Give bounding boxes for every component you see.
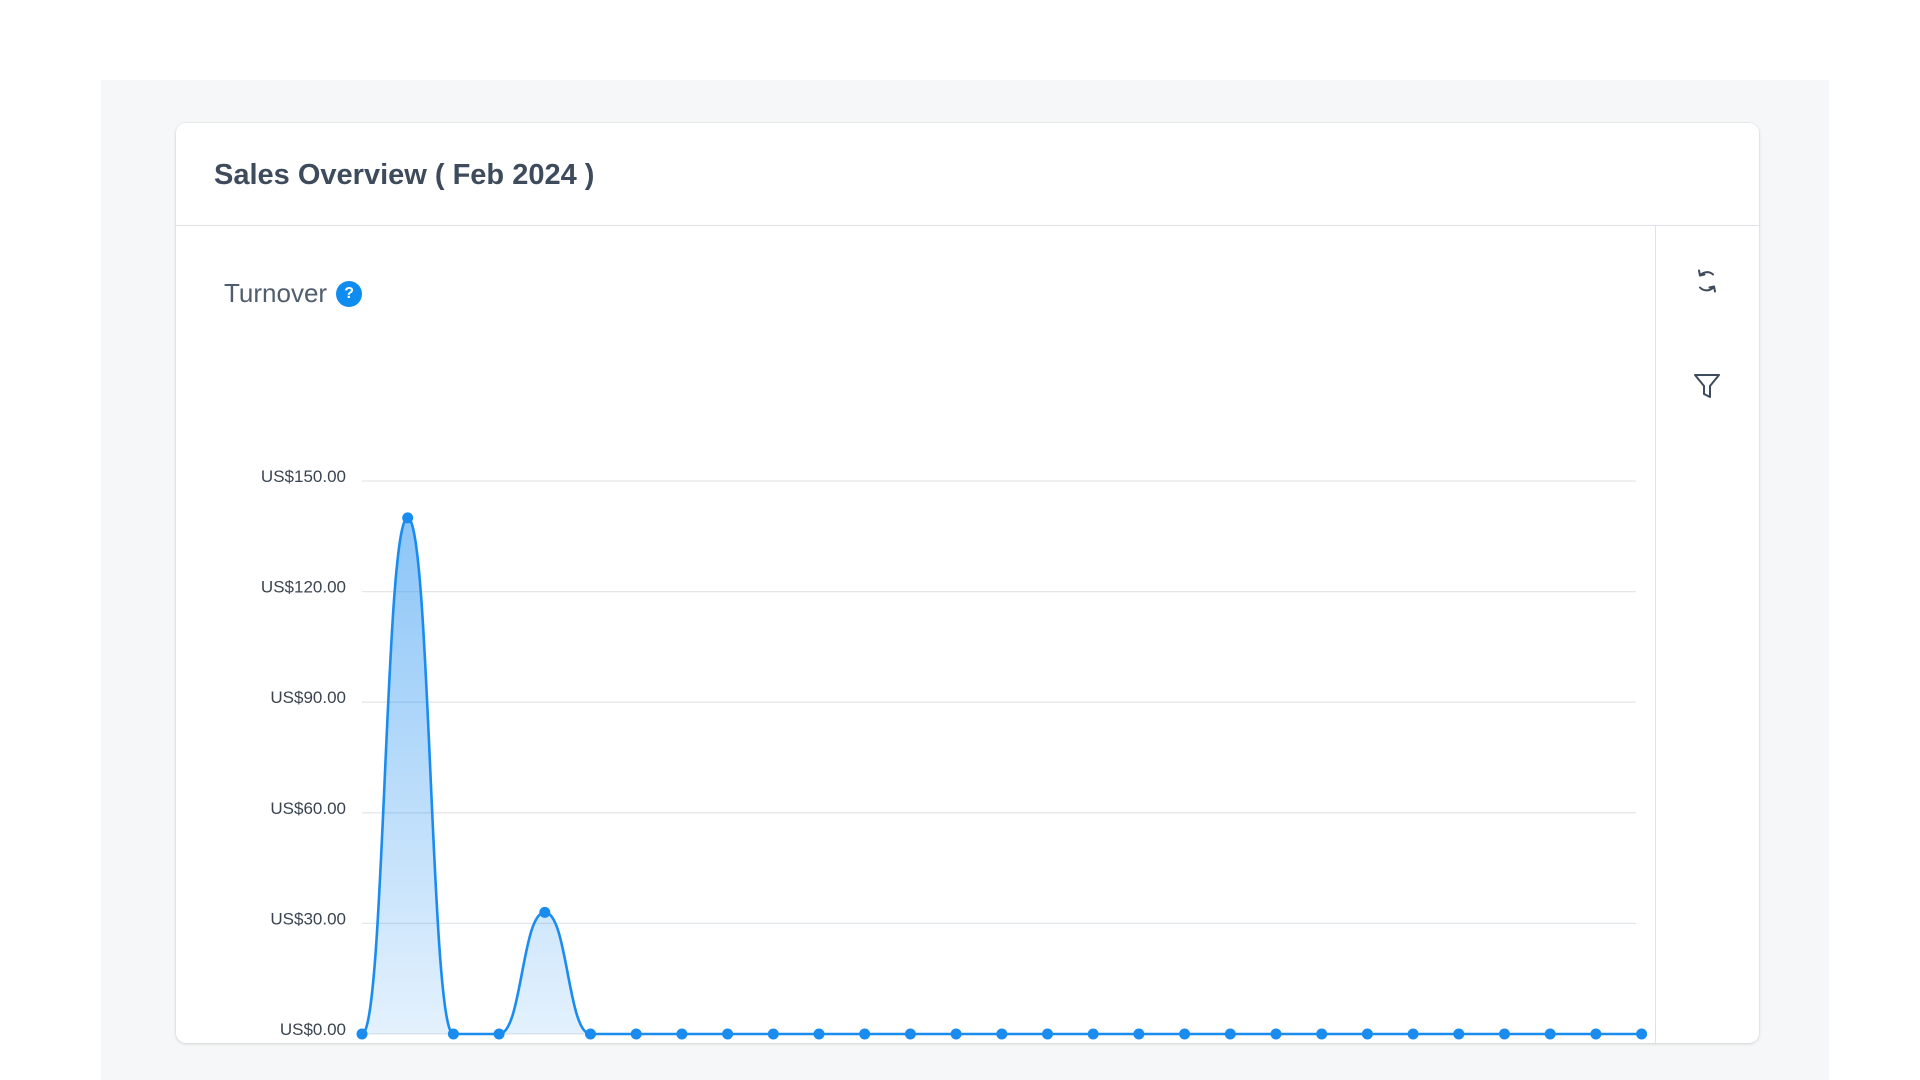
card-title: Sales Overview ( Feb 2024 ) <box>214 159 595 191</box>
data-point[interactable] <box>722 1028 734 1040</box>
data-point[interactable] <box>859 1028 871 1040</box>
data-point[interactable] <box>676 1028 688 1040</box>
card-header: Sales Overview ( Feb 2024 ) <box>176 123 1759 226</box>
data-point[interactable] <box>539 906 551 918</box>
y-axis-labels: US$0.00 US$30.00 US$60.00 US$90.00 US$120.00… <box>261 467 346 1039</box>
turnover-chart: US$0.00 US$30.00 US$60.00 US$90.00 US$120.00… <box>261 467 1648 1040</box>
y-tick-label: US$30.00 <box>270 909 346 928</box>
y-tick-label: US$150.00 <box>261 467 346 486</box>
data-point[interactable] <box>904 1028 916 1040</box>
data-point[interactable] <box>1224 1028 1236 1040</box>
data-point[interactable] <box>1042 1028 1053 1040</box>
data-point[interactable] <box>1316 1028 1328 1040</box>
sales-overview-card: Sales Overview ( Feb 2024 ) Turnover ? U… <box>176 123 1759 1043</box>
data-point[interactable] <box>1087 1028 1099 1040</box>
filter-button[interactable] <box>1682 361 1732 411</box>
metric-label-text: Turnover <box>224 278 328 308</box>
data-point[interactable] <box>1407 1028 1419 1040</box>
question-circle-icon[interactable]: ? <box>336 280 363 307</box>
data-point[interactable] <box>1133 1028 1145 1040</box>
data-point[interactable] <box>630 1028 642 1040</box>
data-point[interactable] <box>1361 1028 1373 1040</box>
y-tick-label: US$60.00 <box>270 799 346 818</box>
data-point[interactable] <box>1544 1028 1556 1040</box>
data-point[interactable] <box>1179 1028 1191 1040</box>
data-point[interactable] <box>585 1028 596 1040</box>
metric-label: Turnover ? <box>224 278 363 309</box>
data-point[interactable] <box>493 1028 505 1040</box>
data-point[interactable] <box>1499 1028 1510 1040</box>
data-point[interactable] <box>1590 1028 1602 1040</box>
data-point[interactable] <box>996 1028 1008 1040</box>
filter-icon <box>1694 374 1720 398</box>
refresh-button[interactable] <box>1682 256 1732 306</box>
area-series <box>360 516 1642 1036</box>
data-point[interactable] <box>1453 1028 1465 1040</box>
data-point[interactable] <box>402 512 414 524</box>
data-point[interactable] <box>356 1028 368 1040</box>
series-area-fill <box>362 517 1642 1034</box>
y-tick-label: US$0.00 <box>280 1020 346 1039</box>
refresh-icon <box>1698 269 1716 293</box>
data-point[interactable] <box>813 1028 825 1040</box>
chart-toolbar <box>1655 226 1759 1043</box>
data-point[interactable] <box>447 1028 459 1040</box>
y-tick-label: US$120.00 <box>261 578 346 597</box>
y-tick-label: US$90.00 <box>270 688 346 707</box>
data-point[interactable] <box>950 1028 962 1040</box>
data-points <box>356 512 1648 1040</box>
data-point[interactable] <box>1636 1028 1648 1040</box>
data-point[interactable] <box>767 1028 779 1040</box>
chart-area: Turnover ? US$0.00 US$30.00 US$60.00 US$90.… <box>176 226 1655 1043</box>
data-point[interactable] <box>1270 1028 1282 1040</box>
